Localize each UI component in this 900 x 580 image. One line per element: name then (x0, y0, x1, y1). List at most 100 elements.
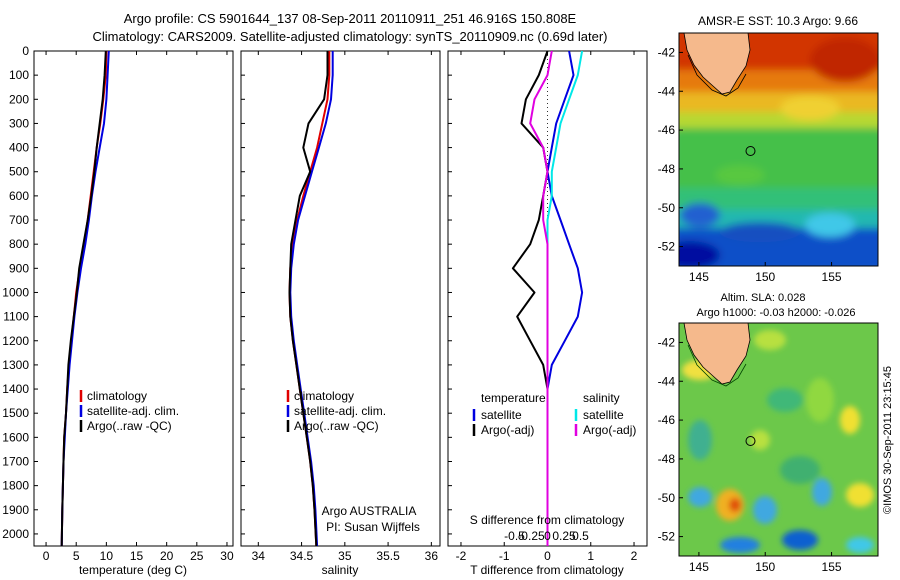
depth-tick-label: 1200 (2, 334, 29, 348)
salinity-lines (241, 50, 334, 547)
x-tick-label: 10 (100, 549, 114, 563)
lat-tick-label: -46 (658, 413, 676, 427)
salinity-difference-axis: -0.5-0.25 0 0.250.5 (504, 529, 589, 543)
figure-title-line1: Argo profile: CS 5901644_137 08-Sep-2011… (124, 11, 577, 26)
x-tick-label: 15 (130, 549, 144, 563)
legend-label: Argo(-adj) (583, 423, 636, 437)
x-tick-label: 30 (220, 549, 234, 563)
depth-tick-label: 1800 (2, 479, 29, 493)
depth-tick-label: 100 (9, 68, 29, 82)
argo-program-label: Argo AUSTRALIA (322, 504, 417, 518)
x-tick-label: 2 (631, 549, 638, 563)
sst-argo-location-marker (745, 146, 756, 156)
salinity-plot-frame (240, 50, 441, 547)
lat-tick-label: -42 (658, 45, 676, 59)
salinity-axis: 34 34.5 35 35.5 36 (252, 51, 438, 563)
legend-label: Argo(..raw -QC) (87, 419, 172, 433)
sst-contour (687, 54, 747, 97)
sla-field (679, 323, 878, 556)
depth-tick-label: 1500 (2, 406, 29, 420)
salinity-difference-tick-label: -0.25 (517, 529, 545, 543)
x-tick-label: 1 (587, 549, 594, 563)
difference-lines (448, 50, 584, 546)
x-tick-label: 5 (73, 549, 80, 563)
depth-tick-label: 1900 (2, 503, 29, 517)
salinity-difference-label: S difference from climatology (470, 513, 625, 527)
lat-tick-label: -48 (658, 162, 676, 176)
sla-map-frame (678, 322, 879, 557)
pi-name-label: PI: Susan Wijffels (326, 520, 420, 534)
depth-tick-label: 1000 (2, 285, 29, 299)
legend-label: satellite-adj. clim. (87, 404, 179, 418)
depth-tick-label: 1600 (2, 430, 29, 444)
salinity-difference-tick-label: 0 (544, 529, 551, 543)
salinity-xlabel: salinity (322, 563, 359, 577)
lat-tick-label: -44 (658, 374, 676, 388)
figure-title-line2: Climatology: CARS2009. Satellite-adjuste… (93, 29, 608, 44)
depth-tick-label: 800 (9, 237, 29, 251)
x-tick-label: -2 (456, 549, 467, 563)
legend-label: satellite (583, 408, 624, 422)
lat-tick-label: -52 (658, 240, 676, 254)
lon-tick-label: 150 (755, 560, 775, 574)
salinity-difference-tick-label: -0.5 (504, 529, 525, 543)
x-tick-label: 34 (252, 549, 266, 563)
depth-tick-label: 1300 (2, 358, 29, 372)
sst-tasmania-coast (683, 33, 751, 95)
depth-tick-label: 0 (22, 44, 29, 58)
lon-tick-label: 145 (689, 560, 709, 574)
sst-map-frame (678, 32, 879, 267)
depth-axis: 0 100 200 300 400 500 600 700 800 900 1000 1100 1200… (2, 44, 38, 541)
imos-timestamp: ©IMOS 30-Sep-2011 23:15:45 (882, 366, 894, 514)
temperature-plot-frame (33, 50, 234, 547)
difference-legend: temperature salinitysatelliteArgo(-adj)sa… (472, 391, 636, 437)
series-line-sal_argo (529, 50, 553, 546)
lat-tick-label: -50 (658, 201, 676, 215)
depth-tick-label: 1400 (2, 382, 29, 396)
depth-tick-label: 900 (9, 261, 29, 275)
depth-tick-label: 600 (9, 189, 29, 203)
sst-map-title: AMSR-E SST: 10.3 Argo: 9.66 (698, 14, 858, 28)
series-line-argo (288, 51, 329, 547)
legend-label: Argo(-adj) (481, 423, 534, 437)
temperature-panel: 0100200300400500600700800900100011001200… (2, 44, 234, 577)
salinity-difference-tick-label: 0.25 (552, 529, 576, 543)
sla-map-subtitle: Argo h1000: -0.03 h2000: -0.026 (696, 307, 855, 319)
legend-header-temperature: temperature (481, 391, 546, 405)
sla-map: Altim. SLA: 0.028 Argo h1000: -0.03 h200… (658, 292, 879, 574)
lat-tick-label: -48 (658, 452, 676, 466)
x-tick-label: -1 (499, 549, 510, 563)
legend-label: Argo(..raw -QC) (294, 419, 379, 433)
x-tick-label: 35 (338, 549, 352, 563)
salinity-panel: 34 34.5 35 35.5 36 climatologysatellite-adj.… (240, 50, 441, 577)
depth-tick-label: 200 (9, 92, 29, 106)
x-tick-label: 35.5 (376, 549, 400, 563)
lon-tick-label: 145 (689, 270, 709, 284)
x-tick-label: 0 (43, 549, 50, 563)
legend-label: climatology (87, 389, 147, 403)
legend-label: satellite (481, 408, 522, 422)
x-tick-label: 0 (544, 549, 551, 563)
sla-map-axes: 145 150 155 -42 -44 -46 -48 -50 -52 (658, 335, 842, 574)
depth-tick-label: 700 (9, 213, 29, 227)
sla-contour (687, 344, 747, 387)
legend-label: climatology (294, 389, 354, 403)
legend-header-salinity: salinity (583, 391, 620, 405)
x-tick-label: 25 (190, 549, 204, 563)
sst-field (679, 33, 878, 266)
series-line-argo (60, 50, 107, 547)
temperature-lines (60, 50, 110, 547)
temperature-axis: 0 5 10 15 20 25 30 (43, 51, 234, 563)
sla-argo-location-marker (745, 436, 756, 446)
sst-map: AMSR-E SST: 10.3 Argo: 9.66 (658, 14, 879, 284)
lat-tick-label: -52 (658, 530, 676, 544)
depth-tick-label: 2000 (2, 527, 29, 541)
x-tick-label: 34.5 (290, 549, 314, 563)
depth-tick-label: 1700 (2, 454, 29, 468)
depth-tick-label: 500 (9, 165, 29, 179)
sst-map-axes: 145 150 155 -42 -44 -46 -48 -50 -52 (658, 45, 842, 284)
depth-tick-label: 300 (9, 116, 29, 130)
sla-map-title: Altim. SLA: 0.028 (721, 292, 806, 304)
